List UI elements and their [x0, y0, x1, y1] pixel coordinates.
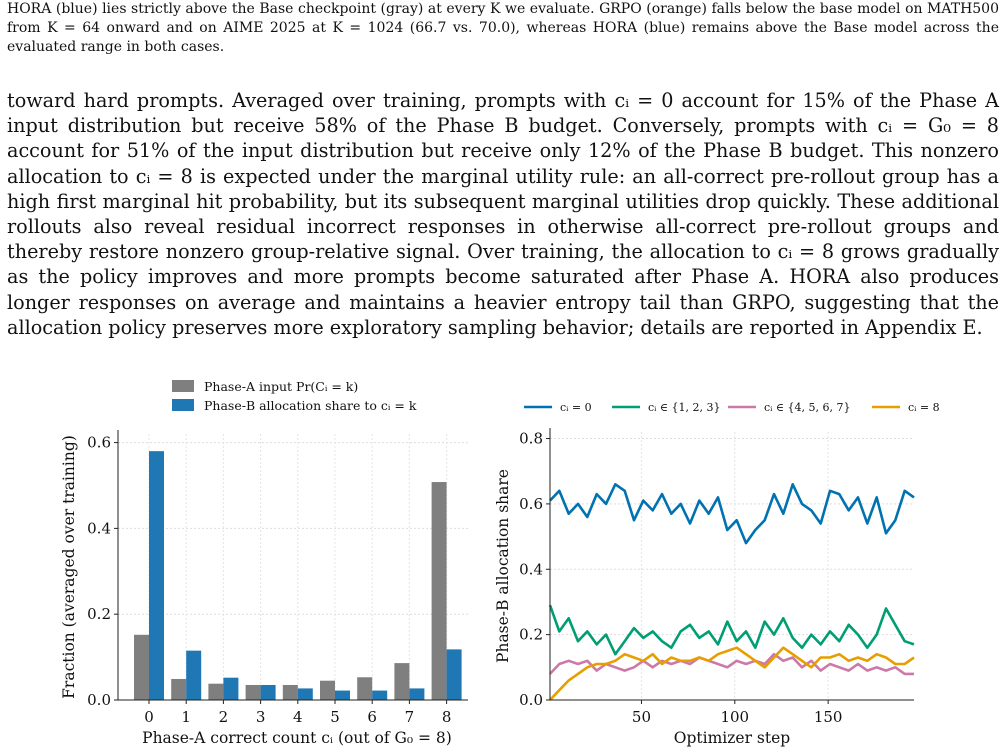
bar-phase-b-share [149, 451, 164, 700]
x-tick-label: 6 [367, 708, 377, 726]
legend-label-phase-b: Phase-B allocation share to cᵢ = k [204, 398, 417, 413]
y-tick-label: 0.0 [519, 691, 543, 709]
allocation-bar-chart: 0.0 0.2 0.4 0.6 0 1 2 3 4 5 6 7 8 Phase-A correct cou… [60, 379, 468, 747]
legend-label-c123: cᵢ ∈ {1, 2, 3} [648, 401, 721, 414]
legend-label-c0: cᵢ = 0 [560, 401, 592, 414]
x-tick-label: 8 [442, 708, 452, 726]
y-tick-label: 0.4 [519, 560, 543, 578]
bar-phase-a-input [282, 684, 298, 700]
series-line-c123 [548, 604, 915, 656]
bar-phase-a-input [208, 683, 224, 700]
bar-phase-b-share [372, 690, 388, 700]
body-text: toward hard prompts. Averaged over train… [7, 89, 999, 339]
series-line-c8 [549, 646, 915, 701]
bar-phase-a-input [431, 482, 447, 700]
bar-phase-a-input [171, 678, 187, 700]
x-tick-label: 100 [720, 708, 749, 726]
bar-phase-a-input [357, 677, 373, 700]
x-tick-label: 150 [814, 708, 843, 726]
bar-phase-b-share [223, 677, 239, 700]
x-tick-label: 4 [293, 708, 303, 726]
y-tick-label: 0.8 [519, 430, 543, 448]
y-tick-label: 0.2 [87, 605, 111, 623]
y-axis-label: Phase-B allocation share [494, 469, 512, 663]
figure-caption-tail: HORA (blue) lies strictly above the Base… [7, 1, 999, 55]
series-line-c4567 [549, 652, 914, 676]
legend-label-phase-a: Phase-A input Pr(Cᵢ = k) [204, 379, 358, 394]
allocation-line-chart: 0.0 0.2 0.4 0.6 0.8 50 100 150 Optimizer step Pha… [494, 401, 940, 747]
x-tick-label: 1 [181, 708, 191, 726]
y-tick-label: 0.6 [87, 434, 111, 452]
y-tick-label: 0.0 [87, 691, 111, 709]
x-tick-label: 2 [219, 708, 229, 726]
bar-phase-b-share [186, 650, 202, 700]
legend-swatch-phase-b [172, 399, 194, 411]
x-tick-label: 5 [330, 708, 340, 726]
bar-phase-a-input [134, 634, 149, 700]
x-tick-label: 3 [256, 708, 266, 726]
x-axis-label: Phase-A correct count cᵢ (out of G₀ = 8) [142, 729, 452, 747]
y-tick-label: 0.4 [87, 519, 111, 537]
body-paragraph: toward hard prompts. Averaged over train… [7, 88, 999, 340]
legend-label-c8: cᵢ = 8 [908, 401, 940, 414]
x-tick-label: 50 [632, 708, 651, 726]
bar-phase-a-input [320, 680, 335, 700]
bar-phase-a-input [245, 684, 261, 700]
series-line-c0 [549, 483, 915, 545]
y-tick-label: 0.6 [519, 495, 543, 513]
bar-phase-a-input [394, 663, 410, 700]
x-tick-label: 7 [405, 708, 415, 726]
bar-phase-b-share [335, 690, 350, 700]
bar-phase-b-share [409, 688, 425, 700]
bar-phase-b-share [446, 649, 462, 700]
legend-label-c4567: cᵢ ∈ {4, 5, 6, 7} [764, 401, 850, 414]
y-tick-label: 0.2 [519, 626, 543, 644]
legend-swatch-phase-a [172, 380, 194, 392]
bar-phase-b-share [297, 688, 313, 700]
bar-phase-b-share [260, 684, 276, 700]
x-tick-label: 0 [144, 708, 154, 726]
x-axis-label: Optimizer step [674, 729, 791, 747]
y-axis-label: Fraction (averaged over training) [60, 435, 78, 699]
